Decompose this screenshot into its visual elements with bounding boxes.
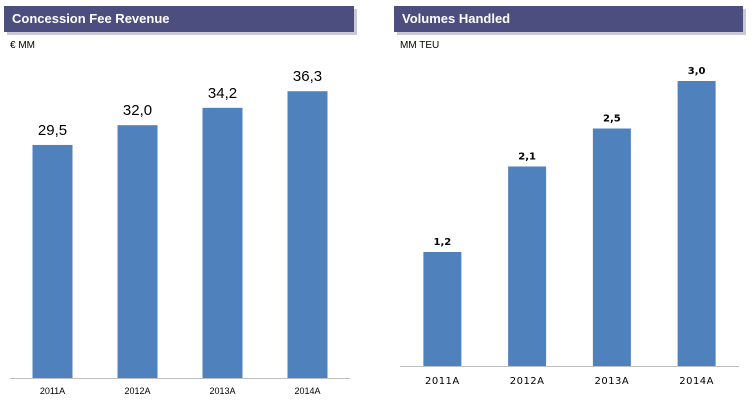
volumes-category-label: 2011A [425,376,460,387]
volumes-value-label: 2,1 [518,152,536,163]
concession-fee-panel: Concession Fee Revenue € MM 29,5 2011A 32,… [4,6,354,406]
volumes-title: Volumes Handled [394,6,743,32]
volumes-category-label: 2013A [594,376,629,387]
volumes-bar-2014A [677,81,716,366]
volumes-unit: MM TEU [400,40,440,51]
concession-fee-bar-2012A [117,125,158,378]
concession-fee-category-label: 2013A [209,386,235,396]
volumes-value-label: 2,5 [603,114,621,125]
concession-fee-title: Concession Fee Revenue [4,6,354,32]
volumes-category-label: 2014A [679,376,714,387]
concession-fee-category-label: 2011A [40,386,65,396]
concession-fee-bar-2013A [202,107,243,378]
concession-fee-unit: € MM [10,40,35,51]
concession-fee-value-label: 29,5 [38,122,67,139]
concession-fee-bar-2014A [287,91,328,378]
concession-fee-category-label: 2014A [294,386,320,396]
volumes-value-label: 3,0 [688,66,706,77]
volumes-panel: Volumes Handled MM TEU 1,2 2011A 2,1 2012A 2… [394,6,743,406]
concession-fee-value-label: 32,0 [123,102,152,119]
volumes-bar-2013A [592,128,631,366]
concession-fee-value-label: 34,2 [208,85,237,102]
concession-fee-chart: 29,5 2011A 32,0 2012A 34,2 2013A 36,3 2014A [10,68,350,396]
volumes-bar-2012A [508,166,547,366]
concession-fee-category-label: 2012A [124,386,150,396]
concession-fee-value-label: 36,3 [293,68,322,85]
concession-fee-bar-2011A [32,144,73,378]
volumes-category-label: 2012A [510,376,545,387]
volumes-bar-2011A [423,252,462,366]
volumes-chart: 1,2 2011A 2,1 2012A 2,5 2013A 3,0 2014A [400,66,739,387]
volumes-value-label: 1,2 [434,237,452,248]
